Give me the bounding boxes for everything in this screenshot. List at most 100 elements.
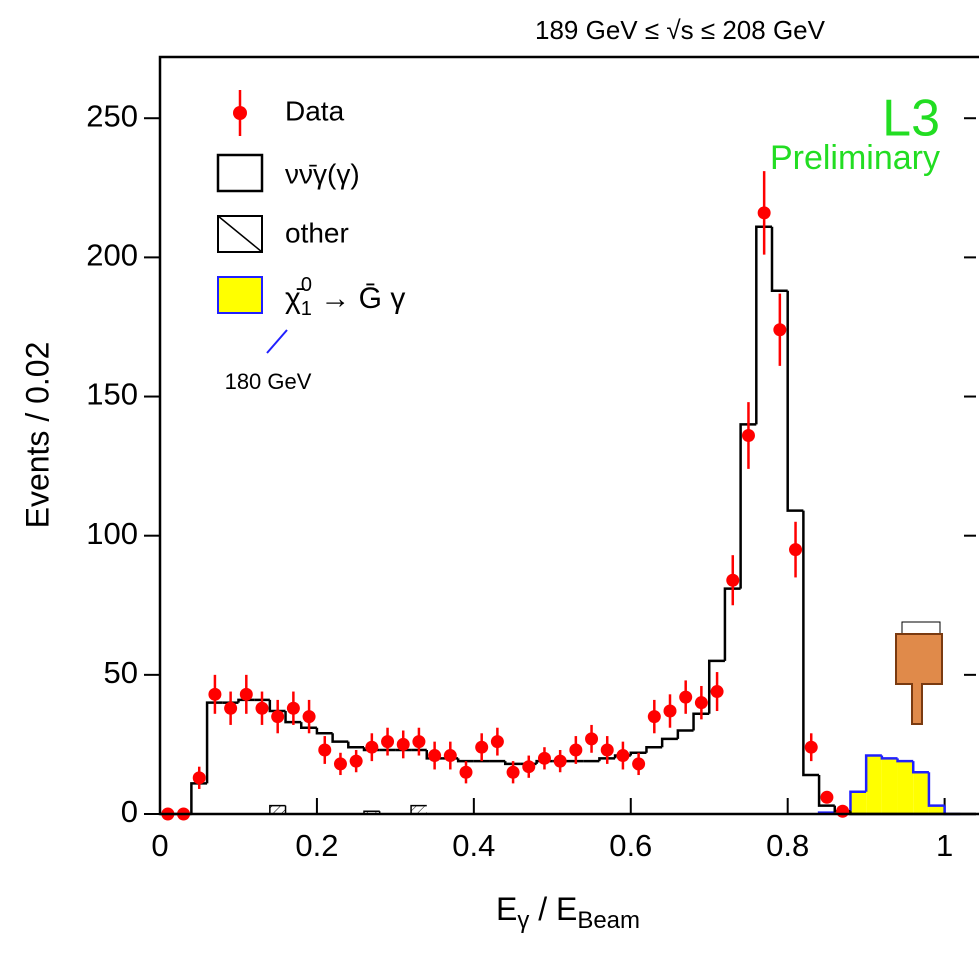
legend-label: other [285, 217, 349, 248]
x-tick-label: 0 [151, 828, 168, 863]
x-tick-label: 0.4 [452, 828, 495, 863]
data-point [318, 743, 332, 757]
x-tick-label: 0.8 [766, 828, 809, 863]
other-step [410, 804, 427, 814]
data-point [365, 740, 379, 754]
data-point [726, 573, 740, 587]
data-point [537, 751, 551, 765]
other-fill [411, 805, 427, 814]
y-axis-label: Events / 0.02 [19, 342, 55, 529]
legend-marker [217, 276, 263, 314]
data-point [804, 740, 818, 754]
signal-step [927, 772, 945, 807]
y-tick-label: 250 [86, 98, 138, 133]
signal-fill [881, 758, 898, 814]
background-step [692, 712, 710, 731]
data-point [286, 701, 300, 715]
background-step [755, 225, 772, 425]
x-tick-label: 1 [936, 828, 953, 863]
x-label-part: E [496, 891, 517, 927]
chart-title: 189 GeV ≤ √s ≤ 208 GeV [535, 15, 826, 45]
hand-icon [895, 621, 943, 725]
background-step [299, 722, 317, 729]
y-tick-label: 150 [86, 377, 138, 412]
data-point [836, 804, 850, 818]
background-step [739, 423, 757, 589]
data-point [255, 701, 269, 715]
x-tick-label: 0.2 [295, 828, 338, 863]
data-point [239, 687, 253, 701]
status-label: Preliminary [770, 139, 940, 177]
data-point [553, 754, 567, 768]
background-step [770, 226, 788, 293]
data-point [632, 757, 646, 771]
data-point [616, 749, 630, 763]
background-step [629, 751, 647, 756]
data-point [443, 749, 457, 763]
data-point [381, 735, 395, 749]
x-label-part: / E [529, 891, 577, 927]
data-point [522, 760, 536, 774]
background-step [598, 757, 616, 762]
other-step [269, 804, 286, 814]
signal-fill [897, 761, 914, 814]
data-point [789, 543, 803, 557]
background-step [707, 659, 725, 714]
legend-label: Data [285, 95, 345, 126]
signal-step [880, 755, 898, 760]
data-point [412, 735, 426, 749]
mass-note: 180 GeV [225, 369, 312, 394]
background-step [660, 737, 678, 748]
data-point [585, 732, 599, 746]
legend-marker [233, 106, 247, 120]
data-point [820, 790, 834, 804]
background-step [503, 761, 521, 766]
x-label-sub: γ [517, 907, 529, 934]
y-tick-label: 200 [86, 238, 138, 273]
background-step [676, 729, 694, 739]
data-point [663, 704, 677, 718]
data-point [224, 701, 238, 715]
plot-frame [158, 55, 979, 816]
x-label-sub: Beam [577, 907, 640, 934]
legend-label-part: 1 [301, 298, 312, 320]
data-point [459, 765, 473, 779]
data-point [741, 429, 755, 442]
data-point [475, 740, 489, 754]
y-tick-label: 50 [104, 655, 138, 690]
legend-label: χ̄10 → Ḡ γ [285, 274, 405, 320]
legend-label-part: → Ḡ γ [312, 282, 405, 315]
data-point [192, 771, 206, 785]
data-point [208, 687, 222, 701]
background-step [786, 290, 804, 512]
experiment-label: L3 [882, 90, 940, 148]
x-tick-label: 0.6 [609, 828, 652, 863]
signal-fill [850, 791, 867, 814]
signal-step [943, 805, 961, 816]
signal-step [864, 754, 882, 792]
y-tick-label: 100 [86, 516, 138, 551]
other-fill [269, 805, 286, 814]
background-step [802, 510, 820, 777]
background-step [347, 741, 364, 749]
background-step [205, 701, 223, 784]
y-tick-label: 0 [121, 794, 138, 829]
data-point [333, 757, 347, 771]
data-point [506, 765, 520, 779]
data-point [428, 749, 442, 763]
data-point [302, 710, 316, 724]
x-axis-label: Eγ / EBeam [496, 891, 640, 934]
background-step [723, 587, 741, 661]
background-step [817, 775, 835, 807]
signal-step [849, 790, 867, 812]
signal-fill [928, 805, 945, 814]
legend-marker [216, 153, 264, 193]
background-step [456, 758, 474, 763]
signal-step [896, 758, 914, 763]
signal-fill [866, 755, 882, 814]
signal-step [911, 761, 929, 774]
legend-marker-hatch [217, 215, 263, 253]
data-point [396, 737, 410, 751]
